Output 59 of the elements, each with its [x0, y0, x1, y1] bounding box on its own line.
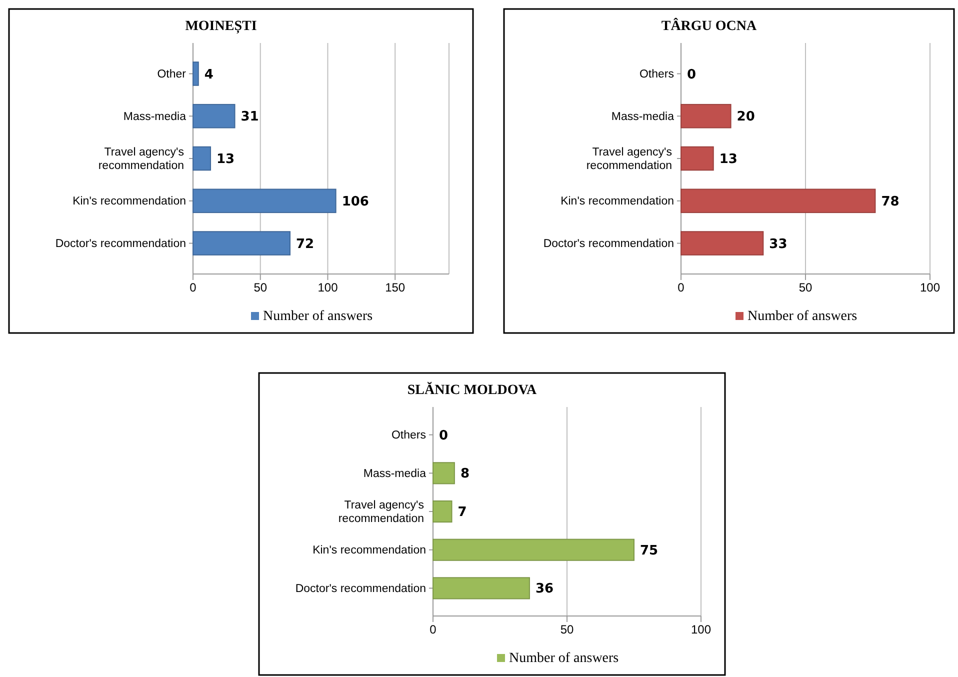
x-tick-label: 0 — [190, 280, 197, 295]
y-tick-label: Mass-media — [611, 110, 675, 123]
bar — [192, 188, 336, 214]
x-tick-label: 100 — [318, 280, 338, 295]
data-label: 31 — [240, 110, 259, 125]
bar — [192, 62, 199, 86]
y-tick-label: Kin's recommendation — [312, 544, 426, 557]
x-tick-label: 150 — [385, 280, 406, 295]
y-tick-label: Mass-media — [363, 468, 427, 480]
bar — [680, 146, 714, 171]
y-tick-label: Others — [391, 429, 426, 442]
bar — [680, 104, 732, 128]
bar — [192, 146, 212, 171]
x-tick-label: 0 — [678, 280, 685, 295]
data-label: 106 — [342, 194, 369, 210]
y-tick-label: Mass-media — [123, 110, 187, 123]
data-label: 7 — [458, 505, 467, 520]
x-tick-label: 0 — [430, 622, 437, 637]
data-label: 0 — [439, 428, 448, 444]
x-tick-label: 100 — [920, 280, 940, 295]
y-tick-label: Travel agency's recommendation — [338, 499, 424, 526]
bar — [432, 577, 530, 600]
data-label: 72 — [296, 236, 314, 252]
chart-title: TÂRGU OCNA — [661, 17, 758, 34]
bar — [432, 500, 452, 523]
y-tick-label: Kin's recommendation — [560, 196, 674, 208]
y-tick-label: Travel agency's recommendation — [98, 146, 184, 172]
bar — [192, 231, 291, 256]
y-tick-label: Travel agency's recommendation — [586, 146, 672, 172]
y-tick-label: Others — [639, 68, 674, 80]
x-tick-label: 50 — [798, 280, 812, 295]
data-label: 75 — [640, 543, 658, 558]
data-label: 78 — [881, 194, 900, 210]
x-tick-label: 50 — [560, 622, 574, 637]
y-tick-label: Kin's recommendation — [72, 196, 186, 208]
y-tick-label: Doctor's recommendation — [295, 582, 426, 595]
chart-title: MOINEȘTI — [185, 19, 257, 34]
bar — [680, 188, 876, 214]
data-label: 4 — [204, 67, 214, 82]
y-tick-label: Other — [157, 68, 186, 80]
data-label: 13 — [216, 152, 235, 168]
data-label: 13 — [719, 152, 738, 168]
data-label: 36 — [535, 582, 554, 597]
bar — [192, 104, 236, 128]
bar — [432, 538, 634, 561]
x-tick-label: 50 — [254, 280, 268, 295]
legend-label: Number of answers — [263, 309, 373, 324]
data-label: 20 — [736, 110, 755, 125]
x-tick-label: 100 — [690, 622, 712, 637]
data-label: 33 — [769, 236, 788, 252]
data-label: 0 — [687, 67, 696, 82]
data-label: 8 — [460, 466, 470, 482]
bar — [432, 462, 455, 484]
y-tick-label: Doctor's recommendation — [543, 238, 674, 250]
chart-title: SLĂNIC MOLDOVA — [407, 381, 538, 398]
legend-label: Number of answers — [509, 651, 619, 666]
bar — [680, 231, 764, 256]
y-tick-label: Doctor's recommendation — [55, 238, 186, 250]
legend-label: Number of answers — [748, 309, 858, 324]
